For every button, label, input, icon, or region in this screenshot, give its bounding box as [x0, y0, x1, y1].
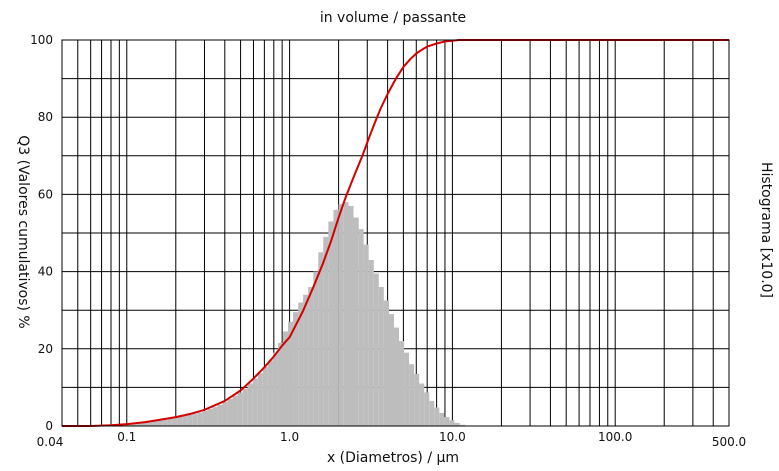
histogram-bar [323, 236, 329, 426]
histogram-bar [368, 260, 374, 426]
plot-frame [61, 39, 730, 427]
histogram-bar [167, 418, 173, 426]
histogram-bar [419, 383, 425, 426]
x-tick-label: 100.0 [598, 430, 632, 444]
histogram-bar [328, 221, 334, 426]
histogram-bar [217, 404, 223, 426]
histogram-bar [257, 373, 263, 426]
histogram-bar [404, 352, 410, 426]
histogram-bar [126, 424, 132, 426]
histogram-bar [459, 424, 466, 426]
histogram-bar [409, 364, 415, 426]
x-tick-label: 0.04 [37, 435, 64, 449]
histogram-bar [348, 205, 354, 426]
histogram-bar [272, 352, 278, 426]
histogram-bar [212, 407, 218, 426]
histogram-bar [439, 412, 445, 426]
x-tick-label: 500.0 [712, 435, 746, 449]
histogram-bar [277, 343, 283, 426]
histogram-bar [232, 395, 238, 426]
histogram-bar [152, 420, 157, 426]
histogram-bar [131, 423, 137, 426]
x-tick-labels: 0.04 0.1 1.0 10.0 100.0 500.0 [37, 430, 747, 449]
histogram-bar [308, 287, 314, 426]
y-tick-labels: 0 20 40 60 80 100 [30, 33, 53, 433]
x-tick-label: 0.1 [117, 430, 136, 444]
histogram-bar [172, 417, 178, 426]
y-tick-label: 60 [38, 187, 53, 201]
histogram-bar [187, 414, 193, 426]
histogram-bar [247, 383, 253, 426]
histogram-bar [318, 252, 324, 426]
histogram-bar [399, 341, 405, 426]
histogram-bar [383, 300, 390, 426]
histogram-bar [262, 366, 268, 426]
histogram-bar [192, 413, 198, 426]
histogram-bar [242, 388, 248, 426]
histogram-bar [156, 419, 163, 426]
histogram-bar [338, 204, 344, 426]
histogram-bar [378, 287, 384, 426]
y-tick-label: 80 [38, 110, 53, 124]
histogram-bar [303, 294, 309, 426]
histogram-bar [177, 416, 183, 426]
histogram-bar [414, 373, 420, 426]
histogram-bar [454, 422, 460, 426]
histogram-bar [146, 420, 153, 426]
y-axis-label: Q3 (Valores cumulativos) % [15, 135, 31, 328]
histogram-bar [282, 331, 289, 426]
histogram-bar [197, 412, 203, 426]
histogram-bar [222, 402, 228, 426]
histogram-bar [136, 422, 142, 426]
histogram-bar [358, 229, 364, 426]
histogram-bar [429, 400, 435, 426]
histogram-bars [126, 202, 466, 426]
histogram-bar [394, 327, 400, 426]
y-tick-label: 20 [38, 342, 53, 356]
histogram-bar [353, 217, 359, 426]
histogram-bar [252, 378, 258, 426]
histogram-bar [449, 420, 455, 426]
histogram-bar [444, 417, 450, 426]
histogram-bar [227, 398, 233, 426]
y-tick-label: 40 [38, 265, 53, 279]
histogram-bar [434, 407, 440, 426]
histogram-bar [333, 209, 339, 426]
histogram-bar [141, 421, 147, 426]
histogram-bar [424, 392, 430, 426]
histogram-bar [267, 360, 273, 426]
histogram-bar [293, 312, 299, 426]
histogram-bar [237, 392, 243, 426]
x-tick-label: 1.0 [280, 430, 299, 444]
x-axis-label: x (Diametros) / µm [327, 450, 459, 466]
histogram-bar [207, 409, 213, 426]
histogram-bar [182, 415, 188, 426]
histogram-bar [298, 302, 304, 426]
histogram-bar [313, 271, 319, 426]
histogram-bar [389, 314, 395, 426]
x-tick-label: 10.0 [439, 430, 466, 444]
histogram-bar [162, 419, 168, 426]
histogram-bar [343, 202, 349, 426]
histogram-bar [363, 244, 369, 426]
y-tick-label: 100 [30, 33, 53, 47]
y2-axis-label: Histograma [x10.0] [758, 162, 774, 298]
histogram-bar [202, 410, 208, 426]
chart-title: in volume / passante [320, 10, 466, 26]
histogram-bar [288, 321, 294, 426]
histogram-bar [373, 273, 379, 426]
y-tick-label: 0 [45, 419, 53, 433]
